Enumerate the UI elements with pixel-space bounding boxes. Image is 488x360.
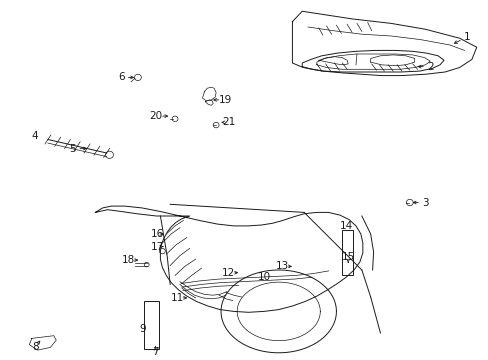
Text: 18: 18 bbox=[121, 255, 135, 265]
Bar bbox=[342, 230, 352, 275]
Text: 9: 9 bbox=[139, 324, 146, 333]
Text: 8: 8 bbox=[32, 342, 39, 351]
Text: 14: 14 bbox=[339, 221, 352, 231]
Text: 5: 5 bbox=[69, 144, 76, 153]
Text: 2: 2 bbox=[426, 62, 433, 72]
Text: 16: 16 bbox=[150, 229, 164, 239]
Text: 11: 11 bbox=[170, 293, 183, 303]
Text: 1: 1 bbox=[463, 32, 469, 42]
Text: 19: 19 bbox=[219, 95, 232, 105]
Text: 13: 13 bbox=[275, 261, 289, 271]
Text: 12: 12 bbox=[222, 268, 235, 278]
Text: 3: 3 bbox=[421, 198, 428, 207]
Text: 10: 10 bbox=[257, 272, 270, 282]
Text: 15: 15 bbox=[341, 252, 354, 262]
Text: 20: 20 bbox=[149, 111, 162, 121]
Bar bbox=[144, 301, 159, 349]
Text: 6: 6 bbox=[118, 72, 124, 82]
Text: 7: 7 bbox=[152, 347, 159, 357]
Text: 4: 4 bbox=[32, 131, 39, 141]
Text: 21: 21 bbox=[222, 117, 235, 127]
Text: 17: 17 bbox=[150, 242, 164, 252]
